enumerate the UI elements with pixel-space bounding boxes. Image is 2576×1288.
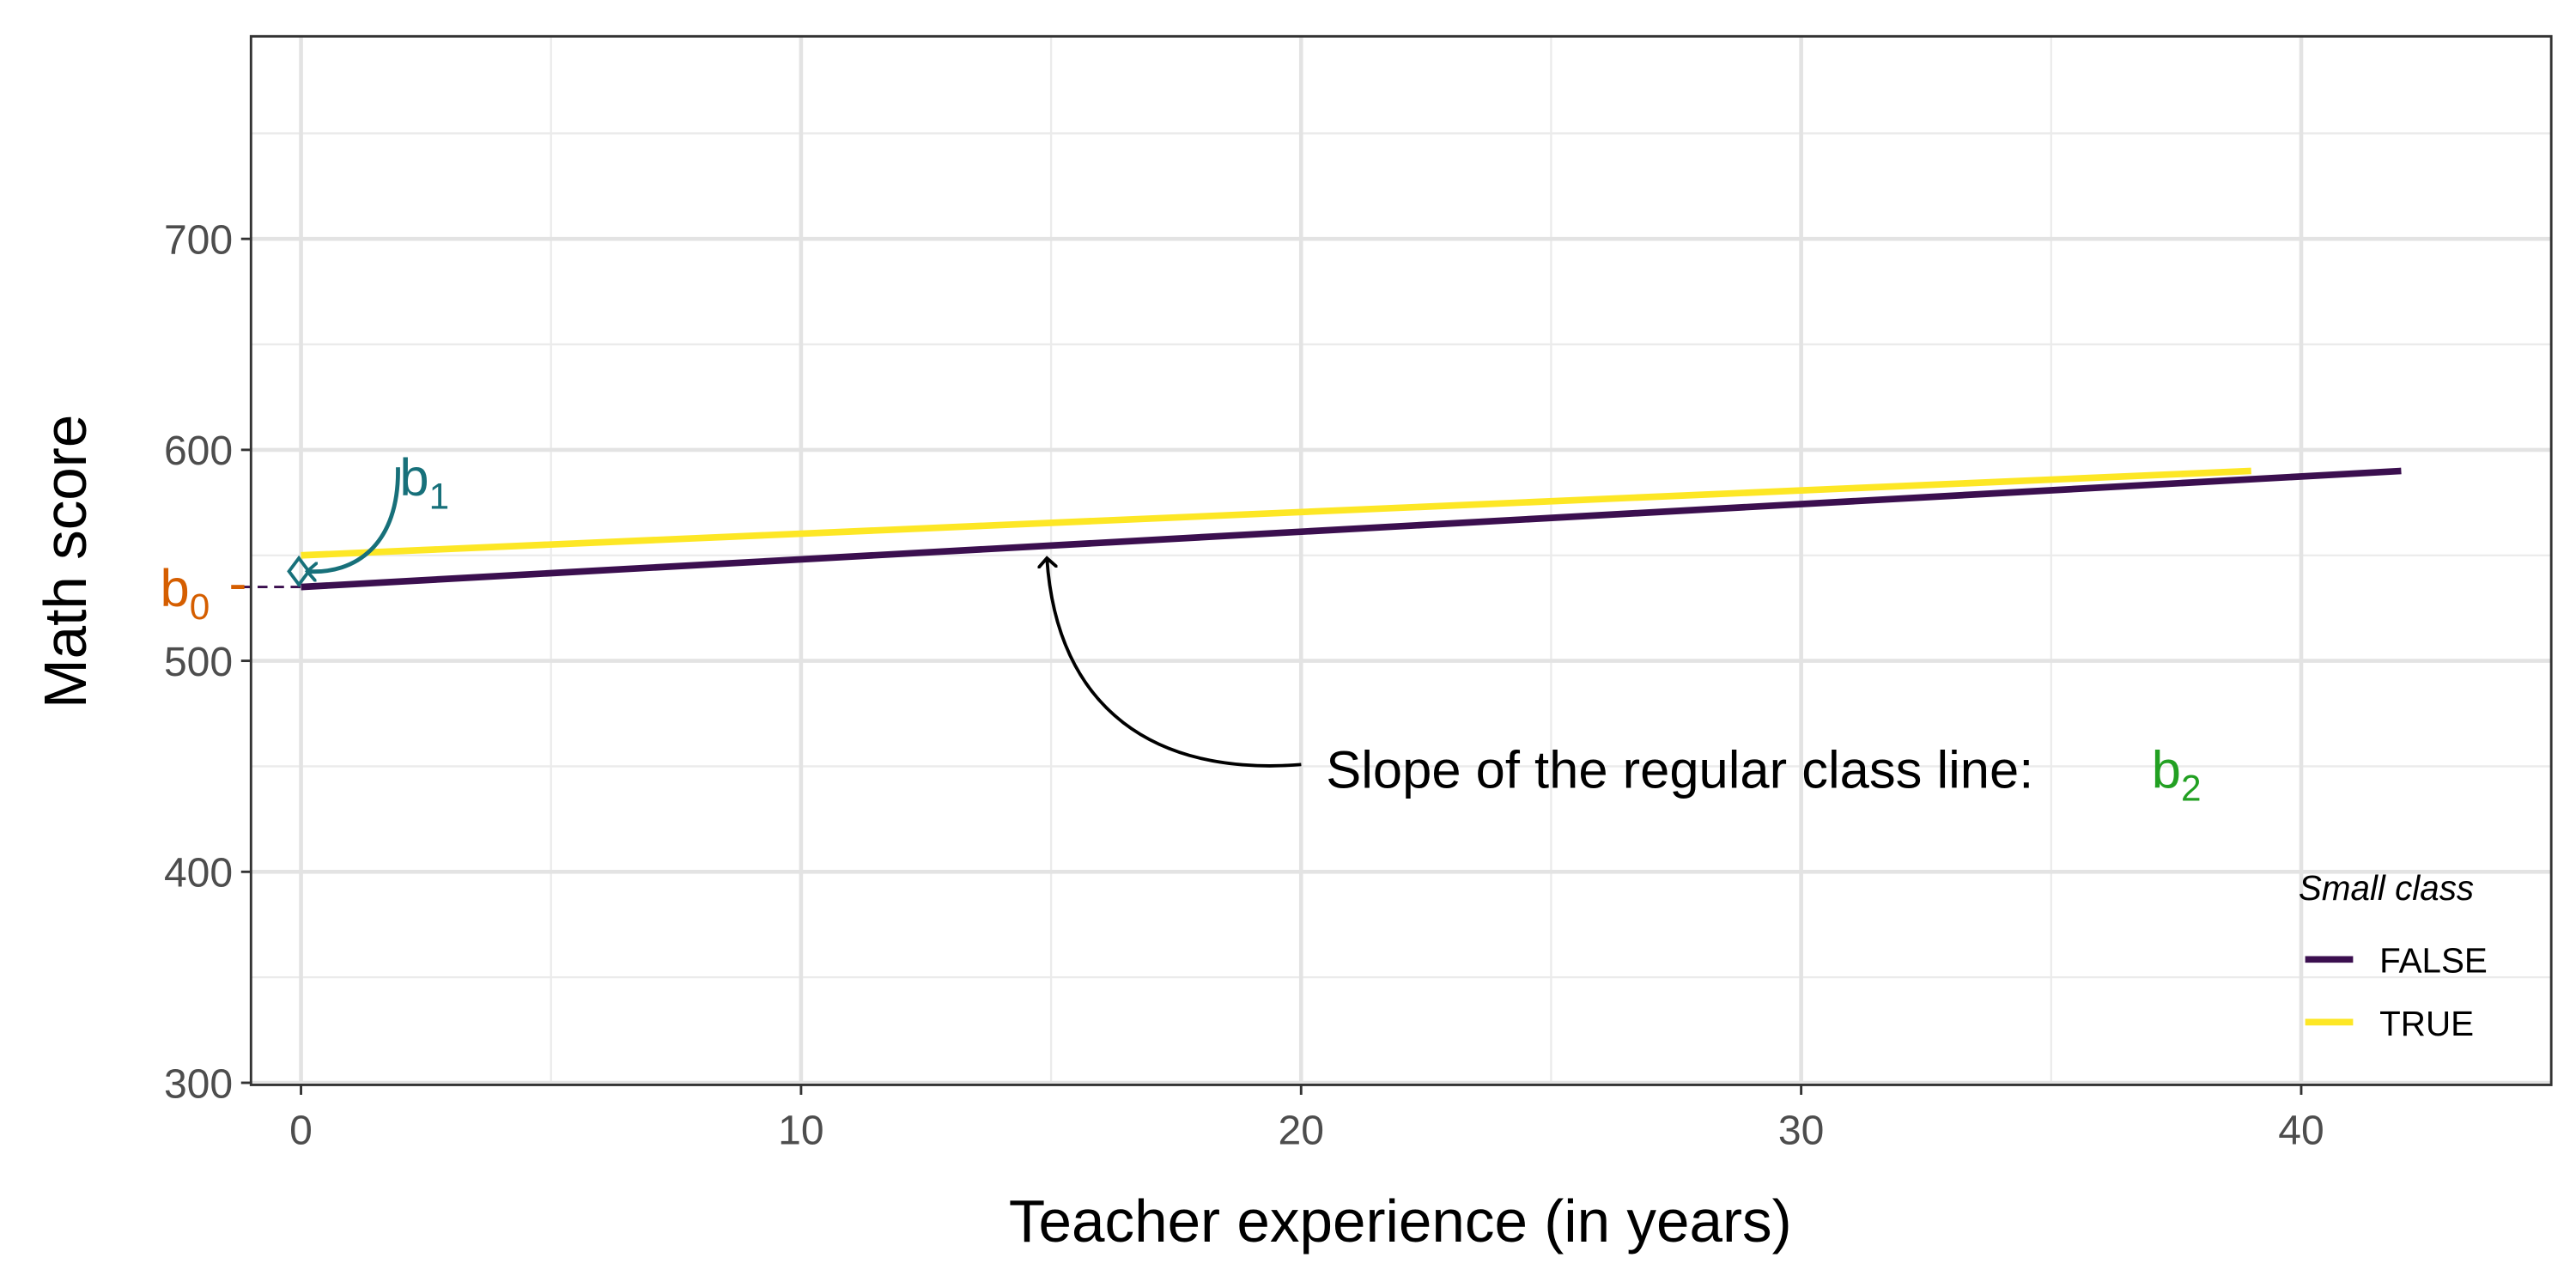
annotation-text: b — [161, 559, 190, 618]
legend-label: TRUE — [2379, 1004, 2474, 1043]
annotation-subscript: 2 — [2181, 769, 2202, 809]
annotation-arrow — [307, 467, 400, 571]
legend-label: FALSE — [2379, 941, 2488, 981]
series-line — [301, 467, 2251, 559]
legend-title: Small class — [2299, 868, 2474, 908]
x-tick-label: 10 — [778, 1108, 823, 1154]
annotation-subscript: 1 — [429, 476, 450, 516]
annotation: Slope of the regular class line: — [1326, 740, 2033, 799]
legend: Small class FALSE TRUE — [2299, 868, 2488, 1043]
y-axis-title: Math score — [32, 415, 99, 708]
y-tick-label: 700 — [164, 216, 233, 263]
panel-border — [249, 34, 2553, 1086]
grid — [251, 36, 2552, 1085]
x-tick-label: 30 — [1778, 1108, 1824, 1154]
lines — [231, 467, 2402, 591]
y-tick-label: 600 — [164, 428, 233, 474]
annotation-marker — [287, 555, 312, 587]
annotation-text: Slope of the regular class line: — [1326, 740, 2033, 799]
annotation-arrow — [1047, 558, 1302, 768]
annotation: b2 — [2152, 740, 2202, 808]
annotation: b0 — [161, 559, 210, 627]
series-line — [301, 467, 2402, 591]
x-tick-label: 0 — [289, 1108, 313, 1154]
x-axis-title: Teacher experience (in years) — [1009, 1188, 1792, 1255]
annotation-text: b — [399, 448, 428, 507]
plot-background — [251, 36, 2552, 1085]
annotation-text: b — [2152, 740, 2181, 799]
annotation: b1 — [399, 448, 449, 516]
y-tick-label: 400 — [164, 850, 233, 896]
annotation-subscript: 0 — [190, 586, 210, 627]
y-tick-label: 300 — [164, 1060, 233, 1107]
x-tick-label: 20 — [1279, 1108, 1324, 1154]
y-tick-label: 500 — [164, 639, 233, 685]
x-tick-label: 40 — [2278, 1108, 2324, 1154]
